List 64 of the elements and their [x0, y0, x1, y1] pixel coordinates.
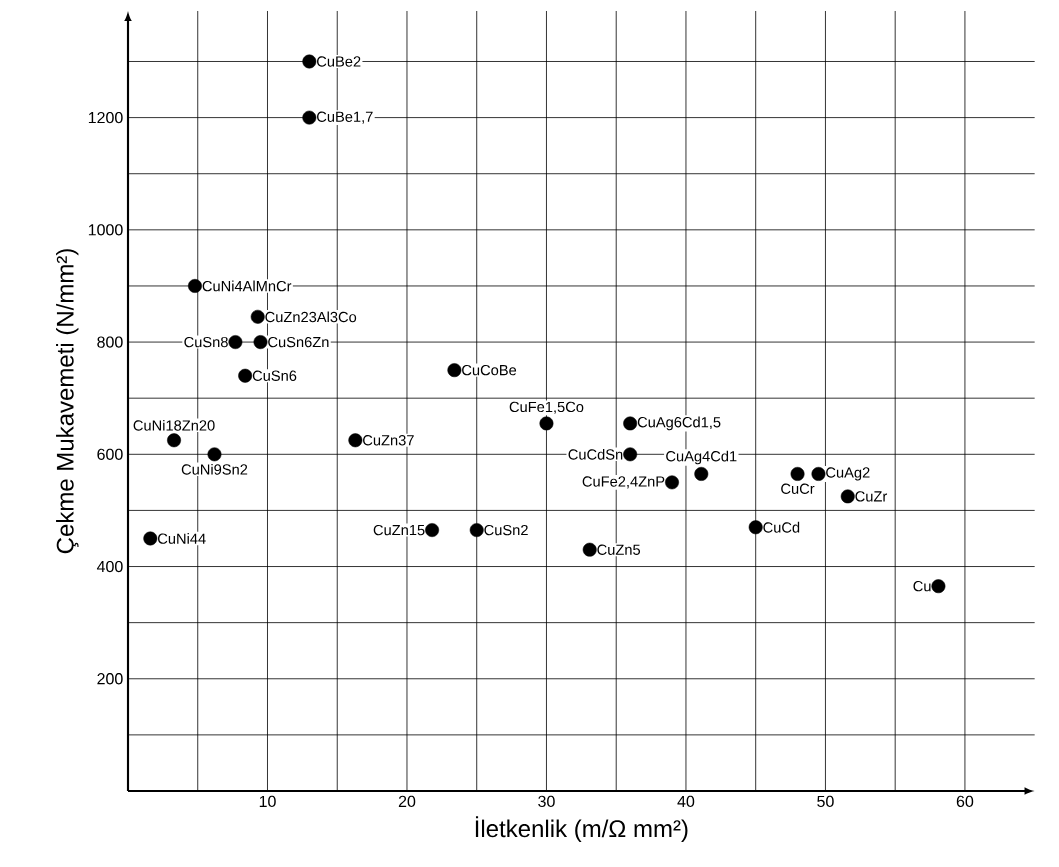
point [840, 489, 855, 504]
point [469, 523, 484, 537]
y-tick-label: 1000 [88, 224, 123, 236]
point [447, 363, 462, 378]
annotation: CuZn5 [597, 544, 641, 555]
annotation: CuBe2 [317, 56, 361, 67]
annotation: CuAg4Cd1 [666, 450, 737, 465]
annotation: CuZn37 [363, 435, 414, 446]
annotation: CuBe1,7 [317, 111, 373, 124]
point [694, 467, 709, 481]
point [582, 542, 597, 557]
point [539, 416, 554, 431]
annotation: CuNi4AlMnCr [202, 280, 292, 292]
point [143, 531, 158, 546]
point [623, 447, 638, 462]
annotation: CuAg2 [826, 467, 870, 481]
annotation: CuCdSn [568, 448, 623, 460]
x-tick-label: 40 [677, 795, 695, 808]
y-tick-label: 1200 [88, 111, 123, 124]
x-tick-label: 60 [956, 795, 974, 808]
point [188, 279, 202, 293]
point [302, 54, 317, 69]
annotation: Cu [913, 581, 931, 592]
annotation: CuSn2 [484, 524, 528, 536]
x-tick-label: 10 [259, 795, 276, 808]
annotation: CuFe2,4ZnP [582, 476, 665, 489]
annotation: CuSn8 [184, 336, 228, 348]
point [228, 335, 243, 350]
x-tick-label: 50 [817, 795, 834, 808]
point [931, 579, 946, 594]
annotation: CuAg6Cd1,5 [637, 416, 721, 431]
x-axis-title: İletkenlik (m/Ω mm²) [475, 816, 688, 842]
point [665, 475, 679, 490]
point [811, 467, 826, 481]
y-tick-label: 200 [97, 673, 123, 685]
point [302, 110, 317, 125]
point [167, 433, 181, 448]
x-tick-label: 30 [538, 795, 555, 808]
y-axis-title: Çekme Mukavemeti (N/mm²) [56, 249, 79, 554]
annotation: CuZn15 [373, 524, 425, 536]
annotation: CuCd [763, 521, 800, 533]
annotation: CuSn6 [252, 370, 297, 381]
annotation: CuFe1,5Co [509, 401, 584, 414]
point [748, 520, 763, 535]
y-tick-label: 400 [96, 560, 123, 573]
point [790, 467, 805, 481]
point [623, 416, 638, 431]
x-tick-label: 20 [398, 795, 416, 808]
annotation: CuCoBe [462, 364, 517, 376]
annotation: CuNi18Zn20 [133, 419, 215, 431]
annotation: CuZn23Al3Co [265, 311, 357, 323]
annotation: CuNi9Sn2 [181, 463, 248, 475]
point [250, 309, 265, 324]
annotation: CuZr [855, 491, 888, 502]
y-tick-label: 800 [97, 336, 123, 348]
annotation: CuCr [781, 483, 815, 494]
point [207, 447, 222, 462]
point [238, 368, 253, 383]
y-tick-label: 600 [97, 448, 123, 460]
point [348, 433, 363, 448]
annotation: CuNi44 [158, 533, 206, 544]
point [425, 523, 440, 537]
annotation: CuSn6Zn [268, 336, 329, 348]
point [253, 335, 268, 350]
